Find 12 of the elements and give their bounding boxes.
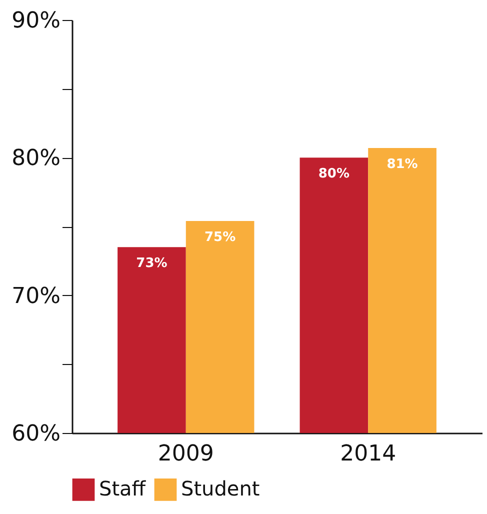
legend-label: Staff: [99, 476, 147, 501]
data-label: 80%: [318, 166, 350, 182]
legend-label: Student: [181, 476, 260, 501]
y-tick-label: 70%: [12, 284, 60, 309]
y-tick-label: 80%: [12, 146, 60, 172]
x-tick-label: 2009: [158, 442, 214, 466]
data-label: 75%: [204, 230, 236, 245]
x-tick-label: 2014: [340, 442, 396, 466]
y-tick-label: 60%: [12, 422, 60, 446]
data-label: 81%: [386, 157, 418, 172]
data-label: 73%: [136, 256, 168, 272]
y-tick-label: 90%: [12, 8, 60, 34]
